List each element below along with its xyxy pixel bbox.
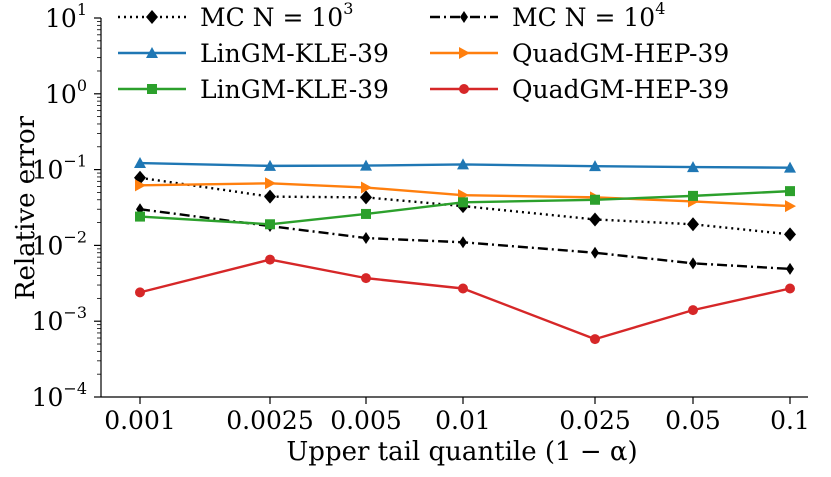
y-axis-label: Relative error: [11, 115, 41, 300]
x-tick-label: 0.01: [435, 406, 491, 435]
series-line: [139, 258, 791, 341]
series-marker: [688, 190, 698, 201]
series-marker: [459, 236, 467, 249]
series-marker: [460, 11, 468, 23]
series-marker: [360, 159, 372, 171]
series-marker: [784, 161, 796, 173]
series-marker: [689, 257, 697, 270]
y-ticks: 10−4 10−3 10−2 10−1 100 101: [32, 0, 101, 412]
series-marker: [360, 190, 372, 205]
legend-label: MC N = 103: [200, 0, 353, 32]
y-tick-label: 10−1: [32, 152, 87, 185]
y-tick-label: 10−2: [32, 227, 87, 260]
series-marker: [264, 189, 276, 204]
series-marker: [265, 219, 275, 230]
series-marker: [688, 305, 698, 316]
x-tick-label: 0.05: [665, 406, 721, 435]
y-tick-label: 101: [45, 0, 87, 33]
series-marker: [265, 254, 275, 265]
series-marker: [589, 212, 601, 227]
y-tick-label: 100: [45, 76, 87, 109]
series-marker: [785, 186, 795, 197]
series-marker: [362, 232, 370, 245]
x-ticks: 0.001 0.0025 0.005 0.01 0.025 0.05 0.1: [104, 397, 810, 435]
x-tick-label: 0.0025: [226, 406, 313, 435]
y-tick-label: 10−3: [32, 303, 87, 336]
series-marker: [147, 84, 157, 94]
series-marker: [361, 181, 372, 194]
series-marker: [459, 84, 469, 94]
series-markers: [134, 157, 796, 345]
series-marker: [590, 194, 600, 205]
x-axis-label: Upper tail quantile (1 − α): [286, 437, 637, 467]
series-marker: [786, 262, 794, 275]
series-marker: [146, 47, 158, 58]
legend-label: MC N = 104: [512, 0, 665, 32]
series-marker: [785, 283, 795, 294]
legend: MC N = 103 MC N = 104 LinGM-KLE-39 QuadGM-H…: [118, 0, 729, 104]
series-marker: [591, 246, 599, 259]
series-marker: [135, 287, 145, 298]
series-marker: [458, 283, 468, 294]
series-marker: [687, 217, 699, 232]
series-marker: [361, 273, 371, 284]
x-tick-label: 0.025: [559, 406, 631, 435]
series-marker: [459, 47, 470, 59]
legend-label: LinGM-KLE-39: [200, 75, 389, 104]
series-marker: [264, 159, 276, 171]
series-marker: [265, 177, 276, 190]
axes: [100, 18, 808, 398]
series-marker: [361, 208, 371, 219]
series-marker: [135, 179, 146, 192]
series-marker: [134, 157, 146, 169]
series-marker: [589, 160, 601, 172]
x-tick-label: 0.005: [330, 406, 402, 435]
series-marker: [458, 197, 468, 208]
series-marker: [785, 200, 796, 213]
series-marker: [590, 334, 600, 345]
legend-label: LinGM-KLE-39: [200, 39, 389, 68]
x-tick-label: 0.1: [770, 406, 810, 435]
legend-label: QuadGM-HEP-39: [512, 39, 729, 68]
series-marker: [146, 10, 158, 24]
legend-label: QuadGM-HEP-39: [512, 75, 729, 104]
y-tick-label: 10−4: [32, 379, 87, 412]
series-marker: [457, 158, 469, 170]
series-marker: [135, 211, 145, 222]
x-tick-label: 0.001: [104, 406, 176, 435]
series-marker: [687, 161, 699, 173]
series-marker: [784, 227, 796, 242]
